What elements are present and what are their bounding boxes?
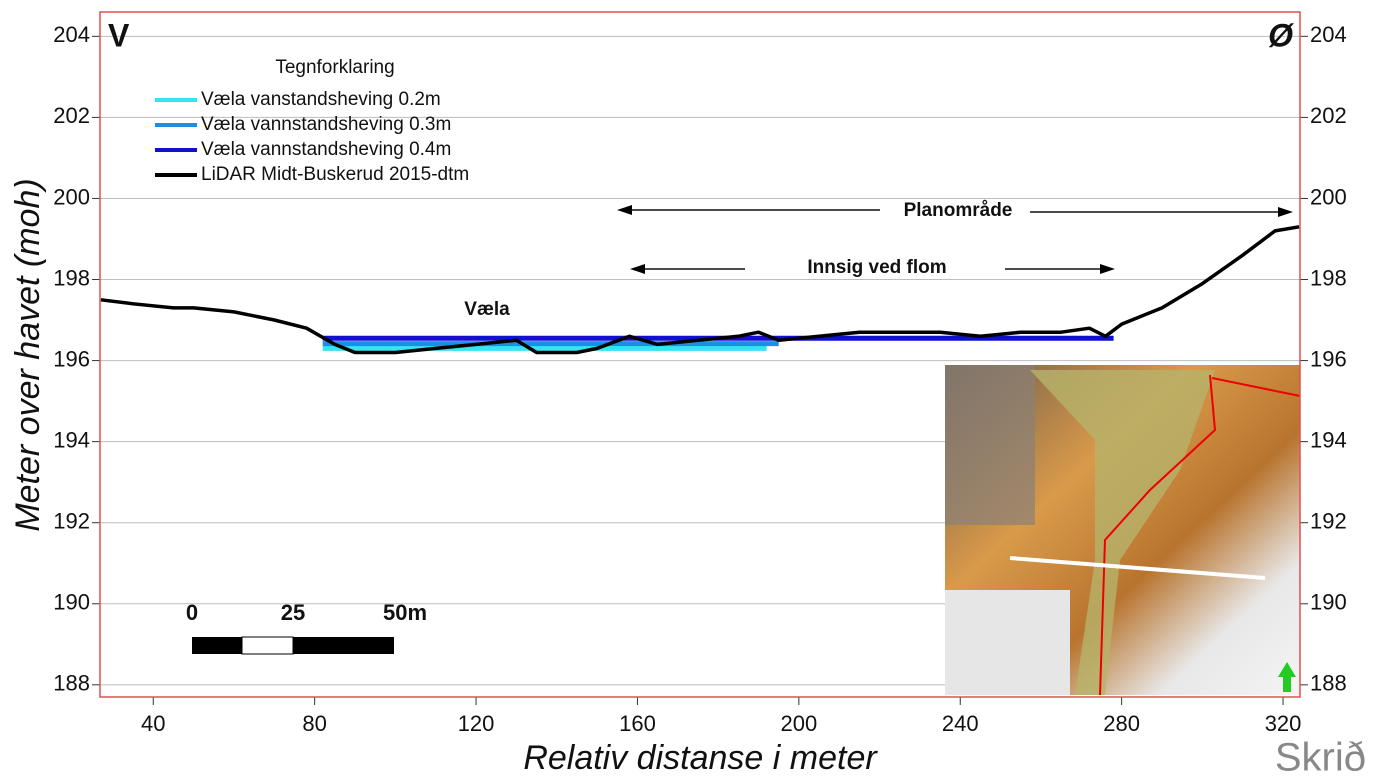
legend-label: LiDAR Midt-Buskerud 2015-dtm xyxy=(201,164,469,185)
scale-label: 0 xyxy=(186,600,198,625)
y-tick-label: 188 xyxy=(53,671,90,696)
y-tick-label: 196 xyxy=(53,346,90,371)
legend-title: Tegnforklaring xyxy=(275,57,394,78)
annotation: Væla xyxy=(464,299,510,320)
y-tick-label: 198 xyxy=(53,265,90,290)
logo: Skrið xyxy=(1275,736,1366,778)
y2-tick-label: 190 xyxy=(1310,590,1347,615)
y2-tick-label: 188 xyxy=(1310,671,1347,696)
y-tick-label: 202 xyxy=(53,103,90,128)
y2-tick-label: 194 xyxy=(1310,427,1347,452)
x-tick-label: 40 xyxy=(141,711,165,736)
scale-label: 50m xyxy=(383,600,427,625)
y-tick-label: 200 xyxy=(53,184,90,209)
terrain-line xyxy=(101,227,1299,353)
x-tick-label: 120 xyxy=(458,711,495,736)
x-tick-label: 80 xyxy=(302,711,326,736)
legend-label: Væla vanstandsheving 0.2m xyxy=(201,89,441,110)
annotation: Ø xyxy=(1268,17,1294,53)
x-tick-label: 200 xyxy=(780,711,817,736)
annotation: Planområde xyxy=(904,200,1013,221)
annotation: V xyxy=(108,17,130,53)
y2-tick-label: 204 xyxy=(1310,22,1347,47)
y-tick-label: 204 xyxy=(53,22,90,47)
y-axis-title: Meter over havet (moh) xyxy=(9,178,47,531)
x-axis-title: Relativ distanse i meter xyxy=(523,739,878,777)
legend-label: Væla vannstandsheving 0.3m xyxy=(201,114,451,135)
legend-label: Væla vannstandsheving 0.4m xyxy=(201,139,451,160)
x-tick-label: 280 xyxy=(1103,711,1140,736)
y2-tick-label: 198 xyxy=(1310,265,1347,290)
scale-bar: 0 25 50m xyxy=(186,600,427,654)
y2-tick-label: 196 xyxy=(1310,346,1347,371)
y2-tick-label: 200 xyxy=(1310,184,1347,209)
x-tick-label: 320 xyxy=(1265,711,1302,736)
y2-tick-label: 202 xyxy=(1310,103,1347,128)
y-tick-label: 192 xyxy=(53,509,90,534)
inset-map xyxy=(945,365,1300,695)
y-tick-label: 194 xyxy=(53,427,90,452)
x-tick-label: 240 xyxy=(942,711,979,736)
y2-tick-label: 192 xyxy=(1310,509,1347,534)
y-tick-label: 190 xyxy=(53,590,90,615)
annotation: Innsig ved flom xyxy=(807,257,946,278)
chart: Relativ distanse i meter Meter over have… xyxy=(0,0,1375,778)
x-tick-label: 160 xyxy=(619,711,656,736)
scale-label: 25 xyxy=(281,600,305,625)
